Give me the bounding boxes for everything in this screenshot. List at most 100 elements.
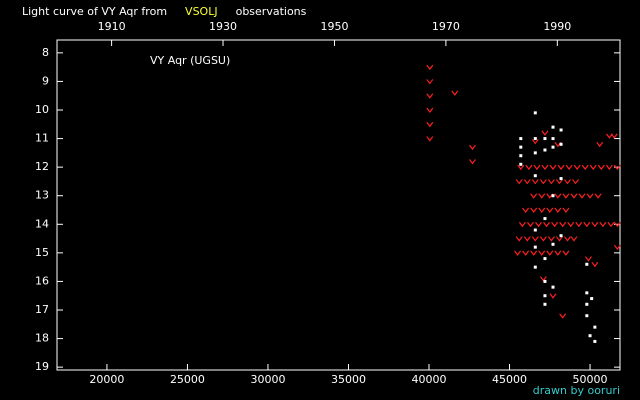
point [559, 221, 567, 228]
point [543, 148, 547, 152]
point [583, 221, 591, 228]
point [590, 297, 594, 301]
point [562, 207, 570, 213]
point [585, 291, 589, 295]
point [519, 162, 523, 166]
chart-title: VSOLJ [185, 5, 218, 18]
point [613, 164, 621, 171]
point [518, 221, 526, 228]
chart-title: observations [236, 5, 307, 18]
point [578, 193, 586, 199]
point [533, 111, 537, 115]
point [586, 193, 594, 199]
point [523, 236, 531, 242]
point [543, 221, 551, 228]
point [554, 193, 562, 199]
point [543, 302, 547, 306]
point [426, 79, 434, 85]
x2-tick-label: 1930 [209, 20, 237, 33]
point [607, 221, 615, 228]
point [573, 164, 581, 171]
point [551, 221, 559, 228]
point [551, 125, 555, 129]
point [539, 236, 547, 242]
point [605, 133, 613, 139]
point [469, 159, 476, 165]
point [555, 236, 563, 242]
point [543, 279, 547, 283]
point [593, 339, 597, 343]
point [551, 194, 555, 198]
point [533, 174, 537, 178]
point [554, 250, 562, 256]
point [426, 93, 434, 99]
point [525, 164, 533, 171]
point [523, 179, 531, 185]
y-tick-label: 17 [35, 303, 49, 316]
point [549, 293, 557, 299]
point [570, 193, 578, 199]
point [562, 250, 570, 256]
point [426, 136, 434, 142]
point [538, 207, 546, 213]
point [546, 250, 554, 256]
y-tick-label: 11 [35, 132, 49, 145]
x-tick-label: 45000 [492, 373, 527, 386]
point [469, 144, 476, 151]
point [543, 217, 547, 221]
point [613, 244, 621, 251]
point [564, 236, 571, 242]
point [533, 137, 537, 141]
point [599, 221, 607, 228]
x-tick-label: 30000 [250, 373, 285, 386]
point [531, 236, 539, 242]
point [551, 285, 555, 289]
point [559, 142, 563, 146]
point [591, 221, 599, 228]
point [543, 294, 547, 298]
point [588, 334, 592, 338]
point [572, 179, 580, 185]
x-tick-label: 50000 [573, 373, 608, 386]
point [613, 221, 621, 228]
point [559, 177, 563, 181]
y-tick-label: 10 [35, 103, 49, 116]
y-tick-label: 8 [42, 46, 49, 59]
point [605, 164, 613, 171]
point [591, 261, 599, 268]
point [519, 137, 523, 141]
point [541, 164, 549, 171]
point [539, 179, 547, 185]
point [514, 250, 522, 256]
point [549, 164, 557, 171]
point [596, 141, 604, 148]
x2-tick-label: 1910 [98, 20, 126, 33]
x-tick-label: 40000 [412, 373, 447, 386]
point [530, 207, 538, 213]
y-tick-label: 12 [35, 160, 49, 173]
y-tick-label: 15 [35, 246, 49, 259]
point [562, 193, 570, 199]
point [567, 221, 575, 228]
point [555, 179, 563, 185]
x2-tick-label: 1950 [320, 20, 348, 33]
point [426, 64, 434, 71]
point [533, 265, 537, 269]
x-tick-label: 25000 [170, 373, 205, 386]
point [531, 179, 539, 185]
point [554, 207, 562, 213]
point [539, 276, 547, 282]
point [557, 164, 565, 171]
point [551, 145, 555, 149]
point [522, 250, 530, 256]
point [533, 228, 537, 232]
point [559, 128, 563, 132]
point [535, 221, 542, 228]
y-tick-label: 13 [35, 189, 49, 202]
point [551, 242, 555, 246]
point [533, 245, 537, 249]
point [585, 262, 589, 266]
point [589, 164, 597, 171]
point [451, 90, 459, 96]
